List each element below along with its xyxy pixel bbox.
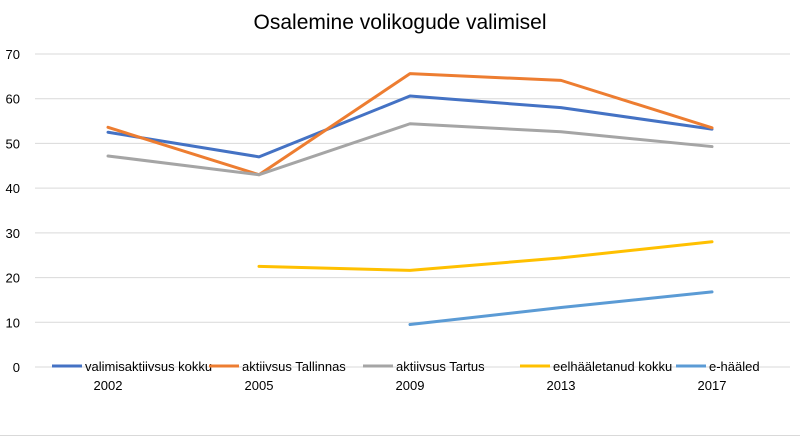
- y-tick-label: 70: [6, 47, 20, 62]
- y-tick-label: 50: [6, 136, 20, 151]
- series-line: [257, 240, 714, 272]
- series-line: [106, 94, 714, 159]
- series-line: [106, 122, 714, 177]
- x-tick-label: 2013: [547, 378, 576, 393]
- y-tick-label: 10: [6, 315, 20, 330]
- x-tick-label: 2002: [94, 378, 123, 393]
- x-tick-label: 2005: [245, 378, 274, 393]
- y-tick-label: 0: [13, 360, 20, 375]
- y-tick-label: 60: [6, 92, 20, 107]
- legend-label: eelhääletanud kokku: [553, 359, 672, 374]
- y-tick-label: 20: [6, 271, 20, 286]
- legend-item: valimisaktiivsus kokku: [52, 359, 212, 374]
- x-tick-label: 2017: [698, 378, 727, 393]
- series-lines: [106, 72, 714, 327]
- legend-item: e-hääled: [676, 359, 760, 374]
- legend: valimisaktiivsus kokku aktiivsus Tallinna…: [52, 359, 760, 374]
- legend-item: eelhääletanud kokku: [520, 359, 672, 374]
- x-axis: 2002 2005 2009 2013 2017: [94, 378, 727, 393]
- series-line: [408, 290, 714, 327]
- legend-label: aktiivsus Tallinnas: [242, 359, 346, 374]
- chart-title: Osalemine volikogude valimisel: [254, 11, 547, 34]
- y-axis: 0 10 20 30 40 50 60 70: [6, 47, 20, 375]
- y-tick-label: 40: [6, 181, 20, 196]
- legend-label: aktiivsus Tartus: [396, 359, 485, 374]
- legend-item: aktiivsus Tallinnas: [209, 359, 346, 374]
- x-tick-label: 2009: [396, 378, 425, 393]
- gridlines: [35, 53, 790, 368]
- legend-label: e-hääled: [709, 359, 760, 374]
- legend-label: valimisaktiivsus kokku: [85, 359, 212, 374]
- legend-item: aktiivsus Tartus: [363, 359, 485, 374]
- y-tick-label: 30: [6, 226, 20, 241]
- series-line: [106, 72, 714, 177]
